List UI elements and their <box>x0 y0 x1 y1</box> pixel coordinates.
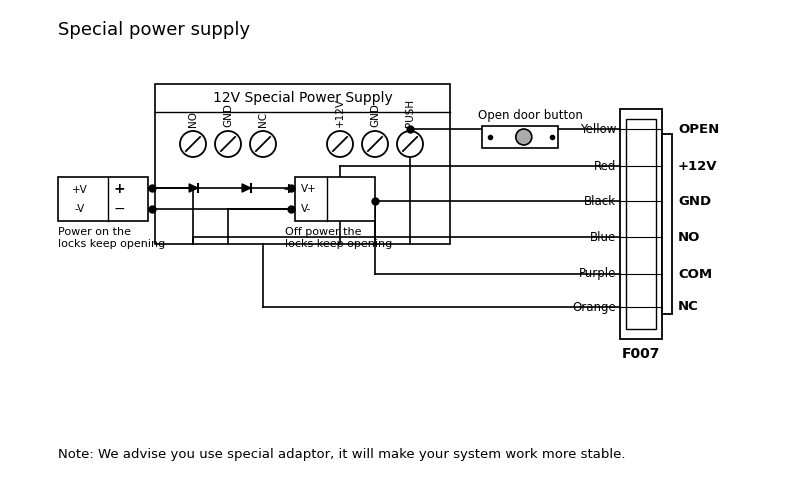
Text: OPEN: OPEN <box>678 122 719 136</box>
Text: PUSH: PUSH <box>405 99 415 127</box>
Text: V-: V- <box>301 204 311 214</box>
Circle shape <box>397 131 423 157</box>
Circle shape <box>362 131 388 157</box>
Text: NO: NO <box>188 111 198 127</box>
Text: −: − <box>282 202 294 216</box>
Circle shape <box>180 131 206 157</box>
Text: NC: NC <box>258 112 268 127</box>
Text: NC: NC <box>678 300 698 313</box>
Bar <box>295 177 375 221</box>
Polygon shape <box>242 184 251 192</box>
Text: 12V Special Power Supply: 12V Special Power Supply <box>213 91 392 105</box>
Text: Purple: Purple <box>578 267 616 280</box>
Text: Orange: Orange <box>572 300 616 313</box>
Text: NO: NO <box>678 231 700 244</box>
Text: GND: GND <box>370 103 380 127</box>
Text: Note: We advise you use special adaptor, it will make your system work more stab: Note: We advise you use special adaptor,… <box>58 448 626 461</box>
Text: Power on the
locks keep opening: Power on the locks keep opening <box>58 227 166 249</box>
Text: Blue: Blue <box>590 231 616 244</box>
Bar <box>155 84 450 244</box>
Text: V+: V+ <box>301 184 317 194</box>
Text: +12V: +12V <box>335 98 345 127</box>
Text: +12V: +12V <box>678 160 718 173</box>
Circle shape <box>327 131 353 157</box>
Circle shape <box>250 131 276 157</box>
Text: Open door button: Open door button <box>478 109 582 122</box>
Polygon shape <box>189 184 198 192</box>
Text: Off power the
locks keep opening: Off power the locks keep opening <box>285 227 392 249</box>
Text: GND: GND <box>223 103 233 127</box>
Text: −: − <box>114 202 126 216</box>
Text: COM: COM <box>678 267 712 280</box>
Text: Special power supply: Special power supply <box>58 21 250 39</box>
Text: Black: Black <box>584 195 616 208</box>
Text: Yellow: Yellow <box>580 122 616 136</box>
Text: +: + <box>114 182 126 196</box>
Bar <box>58 177 148 221</box>
Bar <box>626 119 656 329</box>
Bar <box>482 126 558 148</box>
Bar <box>662 134 672 314</box>
Text: -V: -V <box>74 204 85 214</box>
Text: +V: +V <box>72 185 87 195</box>
Circle shape <box>516 129 532 145</box>
Text: +: + <box>282 182 294 196</box>
Text: Red: Red <box>594 160 616 173</box>
Text: GND: GND <box>678 195 711 208</box>
Text: F007: F007 <box>622 347 660 361</box>
Bar <box>620 109 662 339</box>
Circle shape <box>215 131 241 157</box>
